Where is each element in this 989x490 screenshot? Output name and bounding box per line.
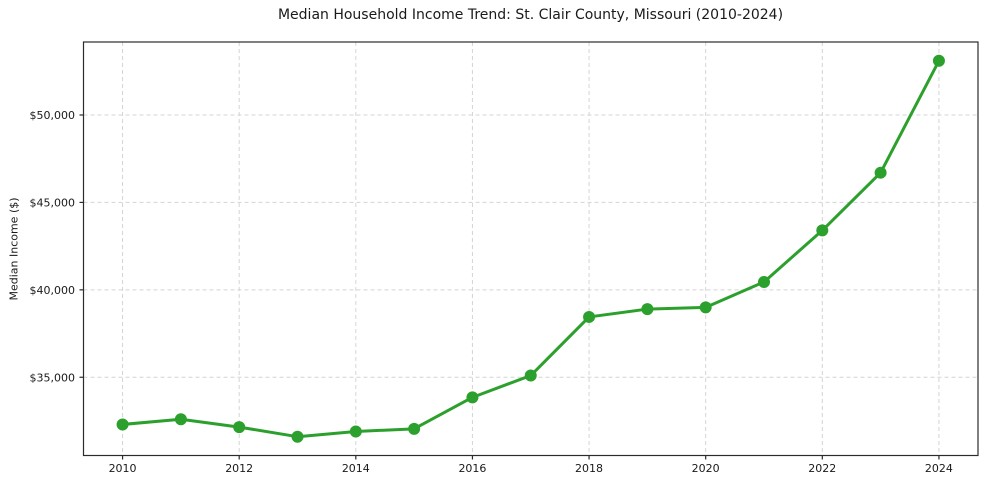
x-tick-label: 2018	[575, 462, 603, 475]
data-point-2017	[524, 369, 537, 382]
data-point-2016	[466, 391, 479, 404]
y-tick-label: $35,000	[30, 371, 76, 384]
y-tick-label: $40,000	[30, 284, 76, 297]
data-point-2010	[116, 418, 129, 431]
data-point-2021	[757, 275, 770, 288]
data-point-2011	[174, 413, 187, 426]
x-tick-label: 2022	[808, 462, 836, 475]
x-tick-label: 2020	[692, 462, 720, 475]
chart-title: Median Household Income Trend: St. Clair…	[277, 7, 784, 23]
y-tick-label: $50,000	[30, 109, 76, 122]
axis-ticks	[79, 114, 940, 460]
x-tick-label: 2010	[109, 462, 137, 475]
data-point-2012	[233, 421, 246, 434]
data-point-2018	[583, 310, 596, 323]
data-point-2022	[816, 224, 829, 237]
data-point-2013	[291, 430, 304, 443]
data-point-2024	[932, 54, 945, 67]
data-point-2020	[699, 301, 712, 314]
x-tick-label: 2016	[458, 462, 486, 475]
grid	[83, 42, 978, 456]
data-point-2023	[874, 166, 887, 179]
x-tick-label: 2014	[342, 462, 370, 475]
data-point-2019	[641, 303, 654, 316]
x-tick-label: 2024	[925, 462, 953, 475]
y-tick-label: $45,000	[30, 196, 76, 209]
plot-border	[82, 41, 979, 457]
x-tick-label: 2012	[225, 462, 253, 475]
data-point-2014	[349, 425, 362, 438]
tick-labels: 2010 2012 2014 2016 2018 2020 2022 2024 $35,000 $…	[30, 109, 953, 475]
data-point-2015	[408, 422, 421, 435]
